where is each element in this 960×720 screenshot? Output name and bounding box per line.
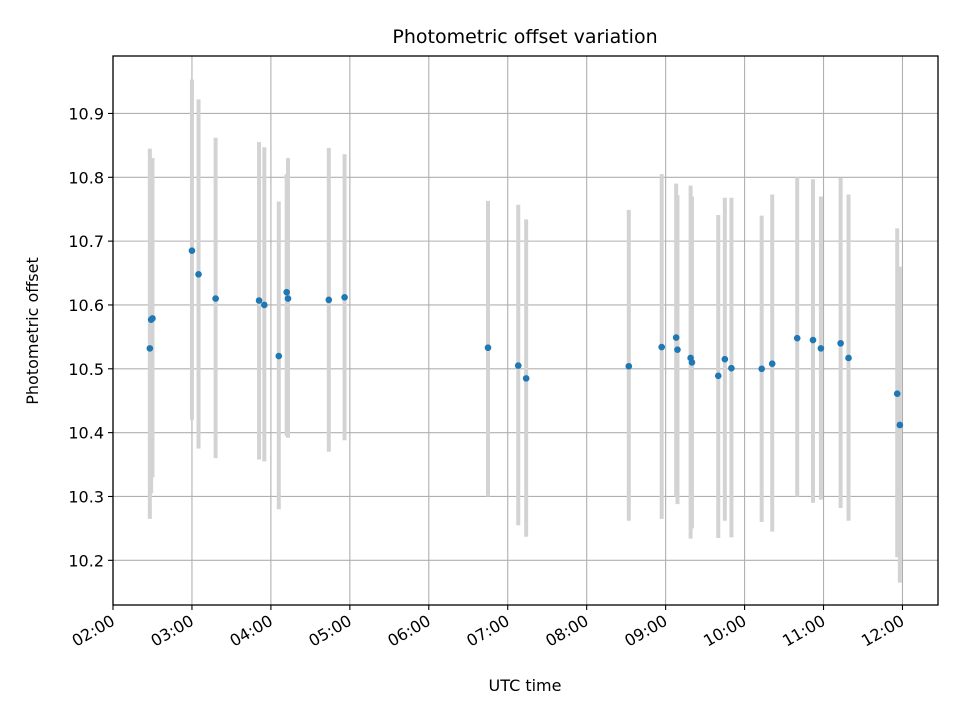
y-tick-label: 10.7 [68,232,104,251]
data-point [149,315,156,322]
data-point [658,343,665,351]
data-point [768,360,776,367]
plot-frame [112,55,939,606]
y-axis-label: Photometric offset [23,257,42,405]
data-point [341,294,348,301]
data-point [625,362,633,370]
y-tick-label: 10.9 [68,104,104,123]
y-tick-label: 10.5 [68,360,104,379]
y-tick-label: 10.8 [68,168,104,187]
data-point [714,372,722,380]
data-point [325,296,333,304]
data-point [283,288,290,296]
data-point [837,339,844,347]
data-point [212,295,219,302]
chart-title: Photometric offset variation [392,26,657,48]
data-point [728,364,735,372]
data-point [674,346,681,353]
data-point [146,345,154,352]
data-point [845,354,852,362]
data-points [146,247,904,429]
y-tick-label: 10.4 [68,424,104,443]
y-tick-label: 10.2 [68,551,104,570]
data-point [261,301,268,309]
data-point [522,375,530,382]
data-point [896,421,904,429]
data-point [721,355,729,363]
data-point [284,295,292,302]
y-axis-ticks: 10.2 10.3 10.4 10.5 10.6 10.7 10.8 10.9 [68,104,113,570]
data-point [809,336,817,344]
data-point [188,247,196,255]
data-point [255,297,263,304]
y-tick-label: 10.6 [68,296,104,315]
data-point [758,365,765,373]
x-axis-label: UTC time [489,676,562,695]
data-point [672,334,680,341]
data-point [893,390,901,397]
y-tick-label: 10.3 [68,487,104,506]
data-point [484,344,492,352]
data-point [817,345,825,352]
data-point [275,352,283,360]
data-point [514,362,522,369]
data-point [688,359,696,366]
data-point [195,271,202,278]
data-point [793,334,801,342]
